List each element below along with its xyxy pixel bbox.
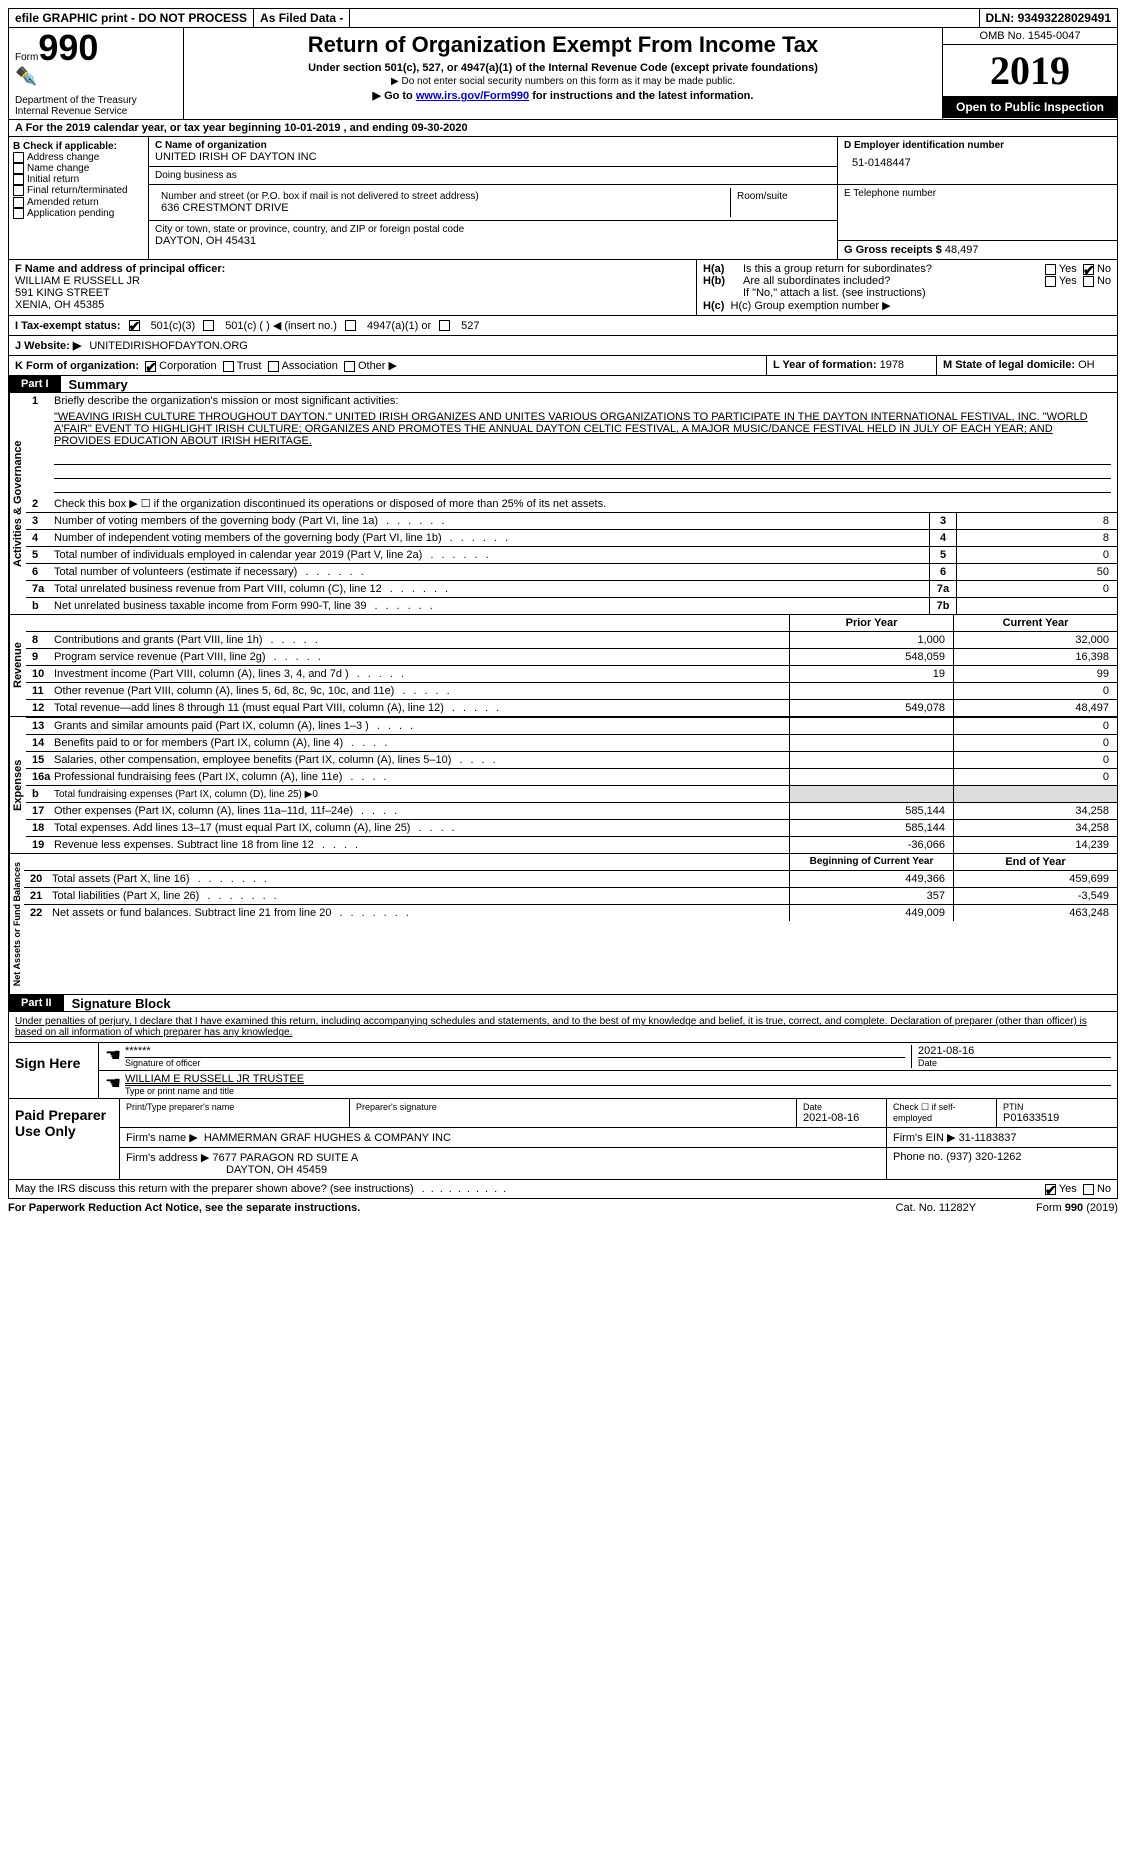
- mission-text: "WEAVING IRISH CULTURE THROUGHOUT DAYTON…: [26, 409, 1117, 449]
- tab-net: Net Assets or Fund Balances: [9, 854, 24, 994]
- org-street: 636 CRESTMONT DRIVE: [161, 202, 724, 214]
- check-pending[interactable]: [13, 208, 24, 219]
- firm-name: HAMMERMAN GRAF HUGHES & COMPANY INC: [204, 1132, 451, 1144]
- firm-phone: (937) 320-1262: [946, 1151, 1021, 1163]
- ha-yes[interactable]: [1045, 264, 1056, 275]
- discuss-row: May the IRS discuss this return with the…: [8, 1180, 1118, 1199]
- form-header: Form990 ✒️ Department of the Treasury In…: [8, 28, 1118, 120]
- inspection-notice: Open to Public Inspection: [943, 96, 1117, 118]
- form-title: Return of Organization Exempt From Incom…: [192, 32, 934, 58]
- check-initial-return[interactable]: [13, 174, 24, 185]
- firm-ein: 31-1183837: [959, 1132, 1017, 1144]
- signature-block: Under penalties of perjury, I declare th…: [8, 1012, 1118, 1099]
- tab-revenue: Revenue: [9, 615, 26, 716]
- top-bar: efile GRAPHIC print - DO NOT PROCESS As …: [8, 8, 1118, 28]
- entity-info: B Check if applicable: Address change Na…: [8, 137, 1118, 260]
- ha-no[interactable]: [1083, 264, 1094, 275]
- hb-no[interactable]: [1083, 276, 1094, 287]
- officer-printed: WILLIAM E RUSSELL JR TRUSTEE: [125, 1073, 1111, 1085]
- org-city: DAYTON, OH 45431: [155, 235, 831, 247]
- discuss-yes[interactable]: [1045, 1184, 1056, 1195]
- dept-label: Department of the Treasury Internal Reve…: [15, 95, 177, 117]
- as-filed: As Filed Data -: [254, 9, 350, 27]
- form-subtitle: Under section 501(c), 527, or 4947(a)(1)…: [192, 62, 934, 74]
- footer: For Paperwork Reduction Act Notice, see …: [8, 1199, 1118, 1217]
- tab-expenses: Expenses: [9, 717, 26, 853]
- tax-year-row: A For the 2019 calendar year, or tax yea…: [8, 120, 1118, 137]
- gross-receipts: 48,497: [945, 244, 979, 256]
- sig-date: 2021-08-16: [918, 1045, 1111, 1057]
- efile-notice: efile GRAPHIC print - DO NOT PROCESS: [9, 9, 254, 27]
- ein: 51-0148447: [844, 151, 1111, 169]
- org-form-row: K Form of organization: Corporation Trus…: [8, 356, 1118, 376]
- website-row: J Website: ▶ UNITEDIRISHOFDAYTON.ORG: [8, 336, 1118, 356]
- check-amended[interactable]: [13, 197, 24, 208]
- omb-number: OMB No. 1545-0047: [943, 28, 1117, 45]
- website: UNITEDIRISHOFDAYTON.ORG: [89, 340, 248, 352]
- officer-row: F Name and address of principal officer:…: [8, 260, 1118, 316]
- ptin: P01633519: [1003, 1112, 1111, 1124]
- preparer-block: Paid Preparer Use Only Print/Type prepar…: [8, 1099, 1118, 1180]
- tax-status-row: I Tax-exempt status: 501(c)(3) 501(c) ( …: [8, 316, 1118, 336]
- check-name-change[interactable]: [13, 163, 24, 174]
- status-501c3[interactable]: [129, 320, 140, 331]
- dln: DLN: 93493228029491: [980, 9, 1117, 27]
- year-formation: 1978: [880, 359, 904, 371]
- hb-yes[interactable]: [1045, 276, 1056, 287]
- form-number: 990: [38, 27, 98, 68]
- check-address-change[interactable]: [13, 152, 24, 163]
- discuss-no[interactable]: [1083, 1184, 1094, 1195]
- officer-name: WILLIAM E RUSSELL JR: [15, 275, 690, 287]
- org-name: UNITED IRISH OF DAYTON INC: [155, 151, 831, 163]
- part2-header: Part II Signature Block: [8, 995, 1118, 1012]
- irs-link[interactable]: www.irs.gov/Form990: [416, 90, 529, 102]
- check-final-return[interactable]: [13, 185, 24, 196]
- form-corp[interactable]: [145, 361, 156, 372]
- part1-header: Part I Summary: [8, 376, 1118, 393]
- tax-year: 2019: [943, 45, 1117, 96]
- tab-activities: Activities & Governance: [9, 393, 26, 614]
- state-domicile: OH: [1078, 359, 1095, 371]
